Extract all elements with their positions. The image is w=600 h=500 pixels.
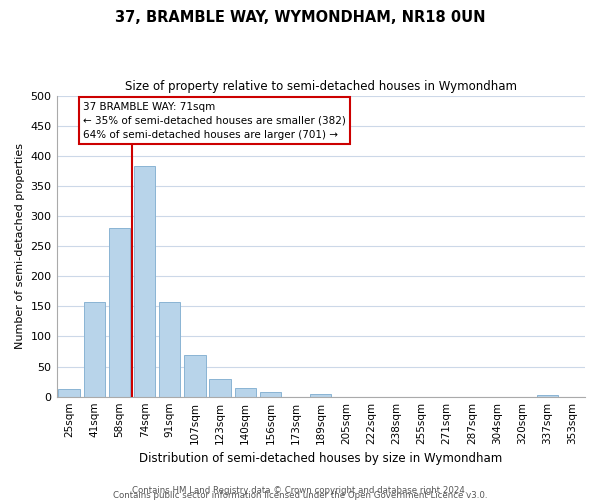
Bar — [184, 354, 206, 397]
Bar — [235, 388, 256, 396]
Bar — [83, 302, 105, 396]
Bar — [310, 394, 331, 396]
Y-axis label: Number of semi-detached properties: Number of semi-detached properties — [15, 143, 25, 349]
Text: 37, BRAMBLE WAY, WYMONDHAM, NR18 0UN: 37, BRAMBLE WAY, WYMONDHAM, NR18 0UN — [115, 10, 485, 25]
Bar — [159, 302, 181, 396]
Bar — [58, 389, 80, 396]
Bar — [260, 392, 281, 396]
Text: 37 BRAMBLE WAY: 71sqm
← 35% of semi-detached houses are smaller (382)
64% of sem: 37 BRAMBLE WAY: 71sqm ← 35% of semi-deta… — [83, 102, 346, 140]
Bar — [109, 228, 130, 396]
Bar — [209, 378, 231, 396]
Bar — [536, 395, 558, 396]
X-axis label: Distribution of semi-detached houses by size in Wymondham: Distribution of semi-detached houses by … — [139, 452, 502, 465]
Bar — [134, 166, 155, 396]
Text: Contains HM Land Registry data © Crown copyright and database right 2024.: Contains HM Land Registry data © Crown c… — [132, 486, 468, 495]
Title: Size of property relative to semi-detached houses in Wymondham: Size of property relative to semi-detach… — [125, 80, 517, 93]
Text: Contains public sector information licensed under the Open Government Licence v3: Contains public sector information licen… — [113, 491, 487, 500]
